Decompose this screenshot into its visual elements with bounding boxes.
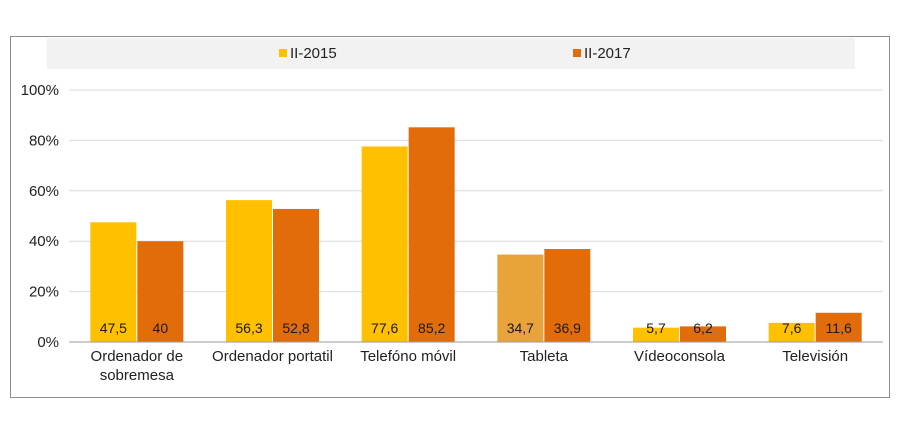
y-tick-label: 60% — [29, 183, 59, 200]
data-label: 11,6 — [826, 320, 852, 336]
chart-frame: II-2015 II-2017 0% 20% 40% 60% 80% 100% 47,5 40… — [10, 36, 890, 398]
data-label: 6,2 — [693, 320, 713, 336]
bar-ii-2017 — [815, 312, 862, 342]
bar-ii-2017 — [680, 326, 726, 342]
x-category-label: Televisión — [782, 348, 848, 365]
y-tick-label: 100% — [21, 82, 59, 99]
x-category-label: Tableta — [520, 348, 569, 365]
y-tick-label: 20% — [29, 284, 59, 301]
y-tick-label: 40% — [29, 233, 59, 250]
bar-ii-2015 — [768, 322, 815, 342]
data-labels: 47,5 40 56,3 52,8 77,6 85,2 34,7 36,9 5,7 6,2 7,6 1… — [100, 320, 852, 336]
legend-swatch — [573, 49, 581, 57]
data-label: 56,3 — [235, 320, 262, 336]
data-label: 36,9 — [554, 320, 581, 336]
bar-ii-2015 — [361, 146, 408, 342]
y-tick-label: 80% — [29, 132, 59, 149]
y-axis-ticks: 0% 20% 40% 60% 80% 100% — [21, 82, 59, 351]
bar-ii-2017 — [408, 127, 455, 343]
data-label: 85,2 — [418, 320, 445, 336]
x-axis-categories: Ordenador de sobremesa Ordenador portatil T… — [91, 348, 849, 384]
legend-label: II-2015 — [290, 45, 337, 62]
bar-ii-2017 — [273, 208, 319, 342]
data-label: 47,5 — [100, 320, 127, 336]
data-label: 52,8 — [282, 320, 309, 336]
data-label: 5,7 — [646, 320, 666, 336]
bar-ii-2017 — [137, 241, 184, 342]
x-category-label: Vídeoconsola — [634, 348, 726, 365]
bar-chart: II-2015 II-2017 0% 20% 40% 60% 80% 100% 47,5 40… — [21, 38, 883, 384]
data-label: 34,7 — [507, 320, 534, 336]
x-category-label: Ordenador portatil — [212, 348, 333, 365]
legend-label: II-2017 — [584, 45, 631, 62]
legend-swatch — [279, 49, 287, 57]
bar-ii-2015 — [497, 254, 544, 342]
x-category-label: Telefóno móvil — [360, 348, 456, 365]
data-label: 7,6 — [782, 320, 802, 336]
y-tick-label: 0% — [37, 334, 59, 351]
bar-ii-2015 — [633, 327, 679, 342]
bar-ii-2015 — [226, 200, 272, 342]
data-label: 77,6 — [371, 320, 398, 336]
legend: II-2015 II-2017 — [279, 45, 631, 62]
bars — [90, 127, 862, 343]
bar-ii-2017 — [544, 249, 591, 342]
data-label: 40 — [153, 320, 169, 336]
legend-band — [47, 38, 855, 69]
x-category-label: sobremesa — [100, 367, 175, 384]
x-category-label: Ordenador de — [91, 348, 184, 365]
gridlines — [69, 89, 883, 293]
bar-ii-2015 — [90, 222, 137, 342]
